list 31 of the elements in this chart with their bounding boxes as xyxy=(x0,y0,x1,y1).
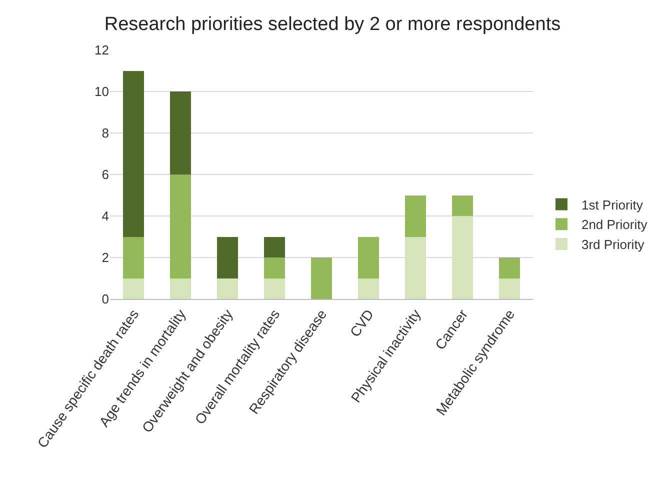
bar xyxy=(170,92,192,174)
bar xyxy=(404,236,426,299)
bar xyxy=(170,278,192,299)
bar xyxy=(498,258,520,278)
y-tick-label: 10 xyxy=(94,84,109,100)
bar xyxy=(452,216,474,299)
y-tick-label: 8 xyxy=(102,126,109,141)
bar xyxy=(404,195,426,237)
y-tick-label: 12 xyxy=(94,42,109,58)
bar xyxy=(122,70,144,237)
legend-label: 3rd Priority xyxy=(581,237,645,252)
bar xyxy=(264,236,286,258)
bar xyxy=(452,195,474,216)
bar xyxy=(264,278,286,299)
bar xyxy=(170,174,192,278)
bar xyxy=(358,236,380,278)
bar xyxy=(122,236,144,278)
y-tick-label: 6 xyxy=(102,167,109,182)
legend-label: 1st Priority xyxy=(581,197,644,212)
chart-title: Research priorities selected by 2 or more respondents xyxy=(104,14,561,36)
bar xyxy=(310,258,332,299)
bar xyxy=(122,278,144,299)
bar xyxy=(264,258,286,278)
bar xyxy=(216,278,238,299)
y-tick-label: 4 xyxy=(102,208,109,224)
y-tick-label: 2 xyxy=(102,250,109,266)
y-tick-label: 0 xyxy=(102,292,109,307)
bar xyxy=(498,278,520,299)
bar xyxy=(216,236,238,278)
bar xyxy=(358,278,380,299)
legend-label: 2nd Priority xyxy=(581,217,648,232)
